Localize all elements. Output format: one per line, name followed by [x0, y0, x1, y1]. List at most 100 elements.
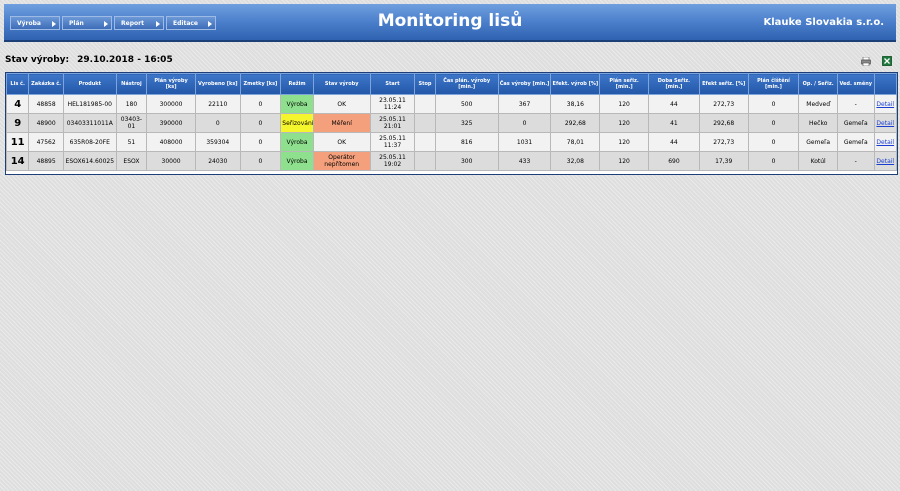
- table-cell: 03403311011A: [62, 113, 117, 133]
- table-cell: 408000: [146, 132, 196, 152]
- column-header: Efekt seřiz. [%]: [698, 73, 749, 95]
- table-cell: 22110: [194, 94, 241, 114]
- table-cell: 272,73: [698, 132, 749, 152]
- table-cell: 0: [497, 113, 552, 133]
- table-cell: 0: [194, 113, 241, 133]
- column-header: Start: [369, 73, 416, 95]
- table-cell: 25.05.11 11:37: [369, 132, 416, 152]
- excel-icon[interactable]: [882, 56, 892, 66]
- page-title: Monitoring lisů: [377, 11, 523, 31]
- column-header: Stop: [414, 73, 436, 95]
- table-row: 14 48895 ESOX614.60025 ESOX 30000 24030 0 Výrob…: [5, 151, 898, 171]
- menu-vyroba[interactable]: Výroba: [10, 16, 60, 30]
- table-cell: [414, 113, 436, 133]
- table-cell: 38,16: [550, 94, 601, 114]
- chevron-right-icon: [156, 21, 160, 27]
- table-row: 11 47562 635R08-20FE 51 408000 359304 0 Výroba O…: [5, 132, 898, 152]
- table-cell: 0: [747, 151, 800, 171]
- table-cell: HEL181985-00: [62, 94, 117, 114]
- table-cell: 120: [599, 151, 650, 171]
- table-cell: 180: [115, 94, 148, 114]
- table-cell: 390000: [146, 113, 196, 133]
- table-cell: Detail: [873, 132, 898, 152]
- column-header: Plán výroby [ks]: [146, 73, 196, 95]
- table-cell: 9: [5, 113, 30, 133]
- table-row: 4 48858 HEL181985-00 180 300000 22110 0 Výroba O…: [5, 94, 898, 114]
- status-label: Stav výroby:: [5, 55, 70, 65]
- table-cell: Medveď: [798, 94, 838, 114]
- table-cell: Výroba: [280, 151, 314, 171]
- table-cell: 500: [434, 94, 499, 114]
- table-cell: 14: [5, 151, 30, 171]
- table-cell: OK: [312, 132, 371, 152]
- table-cell: 25.05.11 19:02: [369, 151, 416, 171]
- table-cell: 41: [648, 113, 700, 133]
- menu-plan[interactable]: Plán: [62, 16, 112, 30]
- column-header: Čas plán. výroby [min.]: [434, 73, 499, 95]
- column-header: Zakázka č.: [28, 73, 64, 95]
- table-cell: Operátor nepřítomen: [312, 151, 371, 171]
- table-cell: 0: [239, 94, 282, 114]
- table-cell: 0: [239, 132, 282, 152]
- table-cell: 120: [599, 113, 650, 133]
- table-cell: 367: [497, 94, 552, 114]
- table-cell: 48900: [28, 113, 64, 133]
- table-cell: 300: [434, 151, 499, 171]
- detail-link[interactable]: Detail: [876, 100, 895, 108]
- printer-icon[interactable]: [861, 57, 871, 66]
- table-cell: 48895: [28, 151, 64, 171]
- table-cell: 292,68: [698, 113, 749, 133]
- table-cell: Kotúl: [798, 151, 838, 171]
- table-cell: Gemeľa: [836, 113, 875, 133]
- table-cell: Výroba: [280, 94, 314, 114]
- table-cell: Detail: [873, 151, 898, 171]
- main-menu: Výroba Plán Report Editace: [10, 16, 216, 30]
- detail-link[interactable]: Detail: [876, 157, 895, 165]
- menu-label: Editace: [173, 20, 198, 27]
- column-header: Produkt: [62, 73, 117, 95]
- table-cell: 272,73: [698, 94, 749, 114]
- column-header: [873, 73, 898, 95]
- chevron-right-icon: [208, 21, 212, 27]
- table-cell: 0: [747, 94, 800, 114]
- column-header: Doba Seřiz. [min.]: [648, 73, 700, 95]
- table-cell: 300000: [146, 94, 196, 114]
- detail-link[interactable]: Detail: [876, 138, 895, 146]
- table-cell: Detail: [873, 113, 898, 133]
- table-cell: 03403-01: [115, 113, 148, 133]
- table-cell: 635R08-20FE: [62, 132, 117, 152]
- table-cell: 433: [497, 151, 552, 171]
- table-cell: [414, 151, 436, 171]
- table-cell: 0: [239, 151, 282, 171]
- menu-report[interactable]: Report: [114, 16, 164, 30]
- table-cell: Gemeľa: [798, 132, 838, 152]
- column-header: Zmetky [ks]: [239, 73, 282, 95]
- app-header: Výroba Plán Report Editace Monitoring li…: [4, 4, 896, 42]
- table-cell: 120: [599, 132, 650, 152]
- menu-editace[interactable]: Editace: [166, 16, 216, 30]
- press-table: Lis č. Zakázka č. Produkt Nástroj Plán výrob…: [5, 72, 898, 175]
- table-cell: Výroba: [280, 132, 314, 152]
- table-cell: 17,39: [698, 151, 749, 171]
- column-header: Vyrobeno [ks]: [194, 73, 241, 95]
- column-header: Plán čištění [min.]: [747, 73, 800, 95]
- column-header: Režim: [280, 73, 314, 95]
- table-cell: Hečko: [798, 113, 838, 133]
- detail-link[interactable]: Detail: [876, 119, 895, 127]
- table-cell: 0: [747, 132, 800, 152]
- table-cell: 359304: [194, 132, 241, 152]
- table-cell: 4: [5, 94, 30, 114]
- table-cell: ESOX614.60025: [62, 151, 117, 171]
- table-cell: 48858: [28, 94, 64, 114]
- column-header: Nástroj: [115, 73, 148, 95]
- table-cell: 44: [648, 132, 700, 152]
- column-header: Plán seřiz. [min.]: [599, 73, 650, 95]
- column-header: Lis č.: [5, 73, 30, 95]
- table-cell: 25.05.11 21:01: [369, 113, 416, 133]
- column-header: Čas výroby [min.]: [497, 73, 552, 95]
- table-cell: 23.05.11 11:24: [369, 94, 416, 114]
- table-cell: -: [836, 94, 875, 114]
- table-cell: OK: [312, 94, 371, 114]
- table-row: 9 48900 03403311011A 03403-01 390000 0 0 Seřizo…: [5, 113, 898, 133]
- table-cell: -: [836, 151, 875, 171]
